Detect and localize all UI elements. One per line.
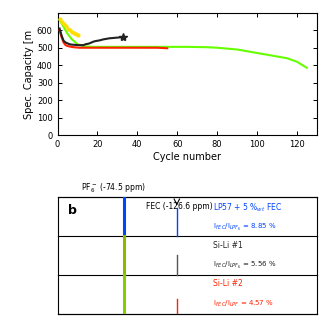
Text: Si-Li #1: Si-Li #1: [213, 241, 243, 250]
Text: I$_{FEC}$/I$_{LPF_6}$ = 8.85 %: I$_{FEC}$/I$_{LPF_6}$ = 8.85 %: [213, 222, 276, 233]
Text: I$_{FEC}$/I$_{LPF_6}$ = 5.56 %: I$_{FEC}$/I$_{LPF_6}$ = 5.56 %: [213, 260, 277, 271]
X-axis label: Cycle number: Cycle number: [153, 152, 221, 162]
Text: FEC (-126.6 ppm): FEC (-126.6 ppm): [146, 202, 213, 211]
Text: LP57 + 5 %$_{wt}$ FEC: LP57 + 5 %$_{wt}$ FEC: [213, 202, 282, 214]
Text: Si-Li #2: Si-Li #2: [213, 279, 243, 288]
Text: PF$_6^-$ (-74.5 ppm): PF$_6^-$ (-74.5 ppm): [81, 181, 146, 195]
Y-axis label: Spec. Capacity [m: Spec. Capacity [m: [24, 29, 34, 118]
Text: I$_{FEC}$/I$_{LPF}$ = 4.57 %: I$_{FEC}$/I$_{LPF}$ = 4.57 %: [213, 299, 274, 309]
Text: b: b: [68, 204, 77, 217]
